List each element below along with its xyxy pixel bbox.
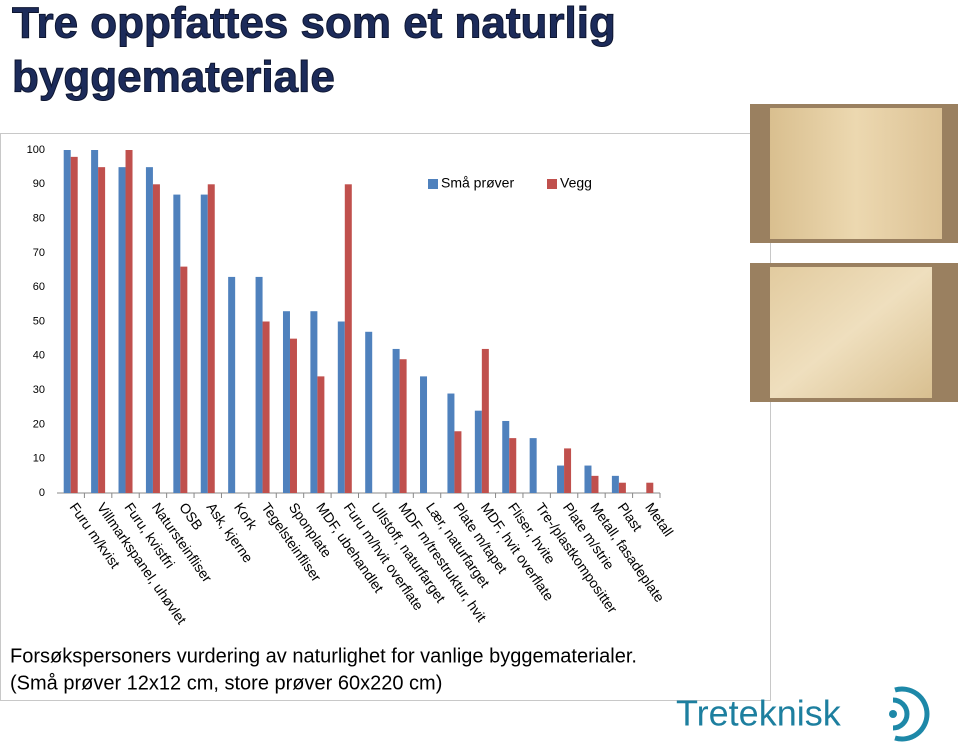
bar — [98, 167, 106, 493]
bar — [646, 482, 654, 493]
bar — [118, 167, 126, 493]
bar — [399, 359, 407, 493]
photo-osb — [770, 267, 932, 398]
y-tick-label: 70 — [33, 247, 45, 259]
bar — [618, 482, 626, 493]
bar — [228, 276, 236, 493]
bar — [289, 338, 297, 493]
bar — [125, 150, 133, 493]
y-tick-label: 40 — [33, 350, 45, 362]
legend-label: Vegg — [560, 175, 592, 191]
bar — [145, 167, 153, 493]
y-tick-label: 20 — [33, 418, 45, 430]
caption: (Små prøver 12x12 cm, store prøver 60x22… — [10, 672, 442, 694]
slide-title: Tre oppfattes som et naturlig — [12, 0, 616, 48]
y-tick-label: 30 — [33, 384, 45, 396]
bar — [200, 194, 208, 493]
logo-text: Treteknisk — [676, 693, 842, 734]
bar — [529, 438, 537, 493]
bar — [337, 321, 345, 493]
bar — [502, 420, 510, 493]
bar — [420, 376, 428, 493]
logo-icon — [889, 686, 930, 742]
bar — [207, 184, 215, 494]
bar — [365, 331, 373, 493]
bar — [474, 410, 482, 493]
y-tick-label: 10 — [33, 453, 45, 465]
bar — [152, 184, 160, 494]
bar — [447, 393, 455, 493]
bar — [70, 156, 78, 494]
y-tick-label: 90 — [33, 178, 45, 190]
y-tick-label: 50 — [33, 315, 45, 327]
photo-wood — [770, 108, 942, 239]
slide-title: byggemateriale — [12, 53, 335, 102]
y-tick-label: 0 — [39, 487, 45, 499]
bar — [392, 348, 400, 493]
bar — [310, 311, 318, 493]
bar — [173, 194, 181, 493]
bar — [564, 448, 572, 493]
bar — [91, 150, 99, 493]
bar — [454, 431, 462, 493]
y-tick-label: 60 — [33, 281, 45, 293]
bar — [63, 150, 71, 493]
bar — [344, 184, 352, 494]
bar — [557, 465, 565, 493]
y-tick-label: 80 — [33, 213, 45, 225]
bar — [509, 438, 517, 493]
bar — [481, 348, 489, 493]
chart-frame — [0, 133, 771, 701]
bar — [591, 475, 599, 493]
bar — [584, 465, 592, 493]
bar — [611, 475, 619, 493]
bar — [255, 276, 263, 493]
legend-swatch — [547, 179, 557, 189]
legend-swatch — [428, 179, 438, 189]
bar — [317, 376, 325, 493]
bar — [262, 321, 270, 493]
bar — [282, 311, 290, 493]
bar — [180, 266, 188, 493]
legend-label: Små prøver — [441, 175, 514, 191]
y-tick-label: 100 — [27, 144, 45, 156]
caption: Forsøkspersoners vurdering av naturlighe… — [10, 645, 637, 667]
